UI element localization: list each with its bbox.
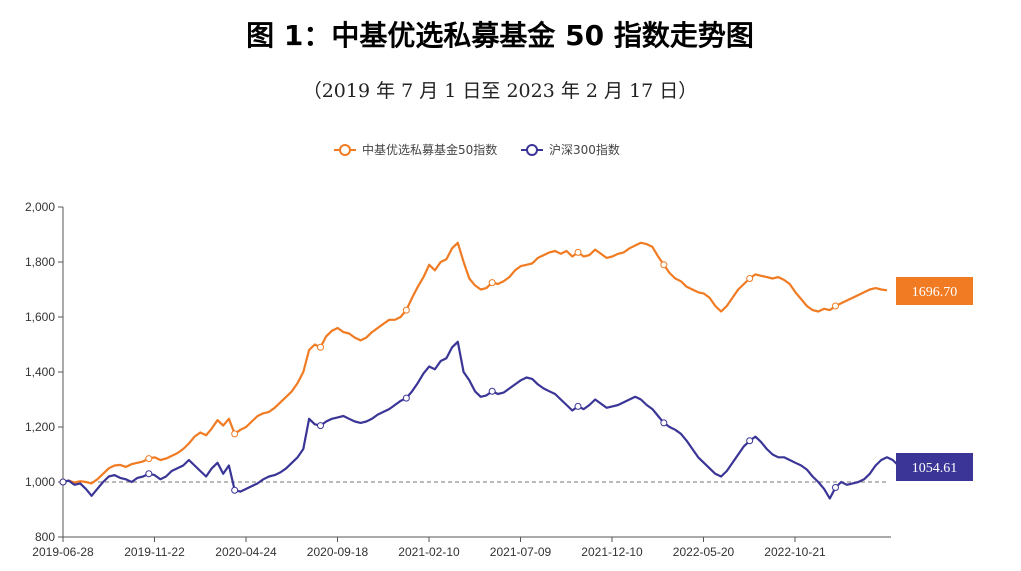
x-tick-label: 2022-10-21	[764, 545, 826, 559]
series-2-point	[59, 478, 67, 486]
series-1-point	[402, 306, 410, 314]
series-2-point	[145, 470, 153, 478]
x-tick-label: 2019-06-28	[32, 545, 94, 559]
series-1-point	[145, 455, 153, 463]
series-1-point	[488, 279, 496, 287]
series-1-point	[660, 261, 668, 269]
series-2-point	[488, 387, 496, 395]
x-tick-label: 2021-07-09	[490, 545, 552, 559]
y-tick-label: 1,800	[25, 255, 55, 269]
legend-label-1: 中基优选私募基金50指数	[362, 142, 497, 157]
series-line-2	[62, 340, 905, 500]
series-1-point	[746, 275, 754, 282]
legend-marker-2	[526, 144, 538, 156]
series-1-point	[317, 343, 324, 351]
x-tick-label: 2020-04-24	[215, 545, 277, 559]
series-1-point	[832, 302, 839, 310]
x-tick-label: 2020-09-18	[307, 545, 369, 559]
series-1-point	[231, 430, 239, 438]
series-line-1	[62, 241, 888, 485]
series-2-point	[402, 394, 410, 402]
y-tick-label: 1,600	[25, 310, 55, 324]
end-label-box-1	[896, 277, 973, 305]
series-2-point	[231, 486, 239, 494]
y-tick-label: 2,000	[25, 200, 55, 214]
series-2-point	[832, 484, 839, 491]
x-tick-label: 2022-05-20	[673, 545, 735, 559]
chart-title: 图 1：中基优选私募基金 50 指数走势图	[246, 19, 754, 52]
end-label-2: 1054.61	[912, 461, 958, 476]
series-2-point	[746, 437, 754, 445]
series-2-point	[660, 419, 668, 427]
y-tick-label: 1,000	[25, 475, 55, 489]
legend-marker-1	[339, 144, 351, 156]
series-2-point	[574, 402, 582, 410]
y-tick-label: 800	[35, 530, 55, 544]
legend-label-2: 沪深300指数	[549, 142, 620, 157]
chart-subtitle: （2019 年 7 月 1 日至 2023 年 2 月 17 日）	[302, 80, 698, 102]
x-tick-label: 2021-02-10	[398, 545, 460, 559]
x-tick-label: 2019-11-22	[124, 545, 185, 559]
series-2-point	[317, 422, 324, 430]
series-1-point	[574, 248, 582, 256]
x-tick-label: 2021-12-10	[581, 545, 643, 559]
end-label-box-2	[896, 453, 973, 481]
y-tick-label: 1,400	[25, 365, 55, 379]
y-tick-label: 1,200	[25, 420, 55, 434]
end-label-1: 1696.70	[912, 285, 958, 300]
